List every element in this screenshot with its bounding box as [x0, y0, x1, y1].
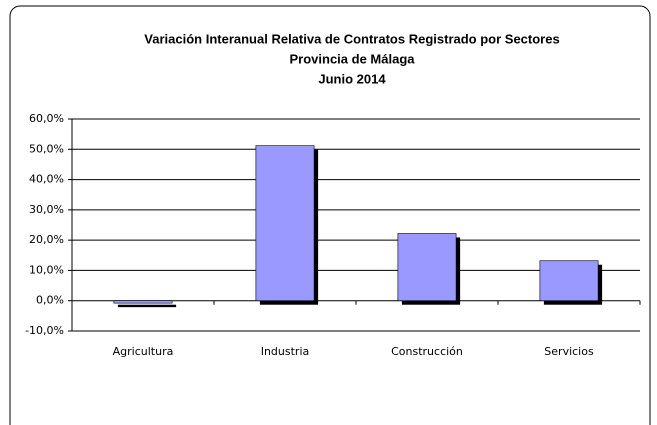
y-tick-label: 20,0% — [29, 233, 64, 246]
bar — [113, 300, 173, 304]
bar — [255, 145, 315, 302]
chart-border — [9, 5, 651, 425]
y-tick-label: -10,0% — [25, 324, 64, 337]
bar-shadow — [117, 304, 177, 308]
bar — [539, 260, 599, 302]
chart-title: Variación Interanual Relativa de Contrat… — [144, 31, 559, 46]
chart-title: Provincia de Málaga — [290, 51, 416, 66]
y-tick-label: 30,0% — [29, 203, 64, 216]
y-tick-label: 60,0% — [29, 112, 64, 125]
x-tick-label: Construcción — [391, 345, 463, 358]
x-tick-label: Agricultura — [113, 345, 174, 358]
bar — [397, 233, 457, 302]
y-tick-label: 50,0% — [29, 142, 64, 155]
y-tick-label: 40,0% — [29, 173, 64, 186]
y-tick-label: 10,0% — [29, 263, 64, 276]
chart-title: Junio 2014 — [318, 71, 386, 86]
y-tick-label: 0,0% — [36, 294, 64, 307]
x-tick-label: Servicios — [544, 345, 594, 358]
x-tick-label: Industria — [261, 345, 310, 358]
